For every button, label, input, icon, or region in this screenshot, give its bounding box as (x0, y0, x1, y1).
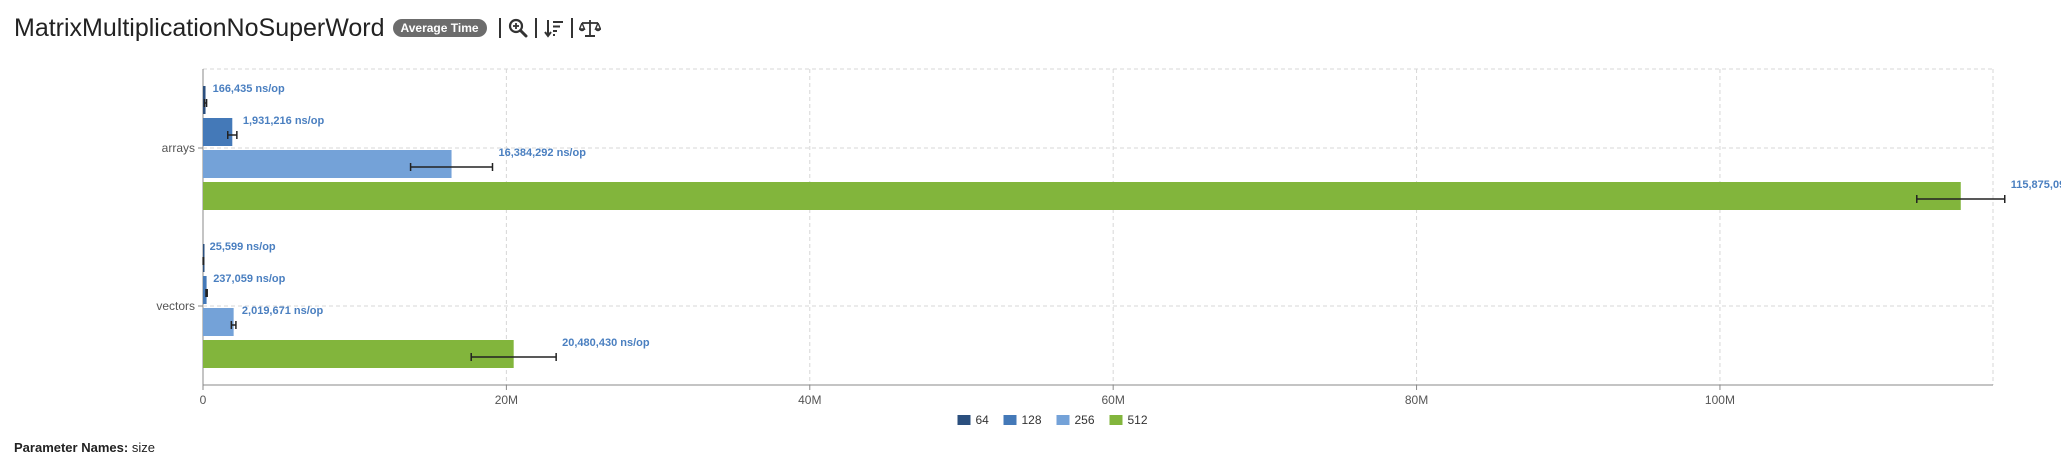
chart-title: MatrixMultiplicationNoSuperWord (14, 13, 385, 42)
toolbar-separator (534, 18, 537, 38)
x-tick-label: 60M (1101, 393, 1124, 407)
zoom-icon[interactable] (507, 17, 529, 39)
data-label-vectors-256: 2,019,671 ns/op (242, 305, 324, 317)
data-label-arrays-512: 115,875,092 ns/op (2011, 179, 2061, 191)
x-tick-label: 80M (1405, 393, 1428, 407)
x-tick-label: 20M (495, 393, 518, 407)
bar-chart: 0 20M 40M 60M 80M 100M arrays 166,435 ns/op 1,93… (156, 68, 2061, 427)
legend-swatch-256 (1056, 415, 1070, 425)
data-label-arrays-256: 16,384,292 ns/op (498, 147, 586, 159)
sort-icon[interactable] (543, 17, 565, 39)
data-label-vectors-128: 237,059 ns/op (213, 273, 285, 285)
legend-label-128: 128 (1022, 413, 1042, 427)
parameter-names-label: Parameter Names: (14, 440, 129, 455)
toolbar-separator (498, 18, 501, 38)
bar-arrays-256 (203, 150, 452, 178)
x-tick-label: 0 (200, 393, 207, 407)
chart-header: MatrixMultiplicationNoSuperWord Average … (14, 12, 601, 44)
balance-scale-icon[interactable] (578, 17, 601, 39)
x-tick-label: 100M (1705, 393, 1735, 407)
data-label-vectors-512: 20,480,430 ns/op (562, 337, 650, 349)
legend-swatch-64 (957, 415, 971, 425)
parameter-names-value: size (131, 440, 155, 455)
bar-vectors-512 (203, 340, 514, 368)
legend-label-256: 256 (1075, 413, 1095, 427)
toolbar-separator (570, 18, 573, 38)
data-label-arrays-64: 166,435 ns/op (213, 83, 285, 95)
bar-vectors-256 (203, 308, 234, 336)
parameter-names: Parameter Names: size (14, 440, 155, 455)
data-label-vectors-64: 25,599 ns/op (210, 241, 276, 253)
legend-swatch-128 (1003, 415, 1017, 425)
mode-badge: Average Time (392, 19, 487, 37)
category-label-arrays: arrays (162, 141, 195, 155)
legend-label-512: 512 (1128, 413, 1148, 427)
x-tick-label: 40M (798, 393, 821, 407)
data-label-arrays-128: 1,931,216 ns/op (243, 115, 325, 127)
bar-arrays-512 (203, 182, 1961, 210)
legend-swatch-512 (1109, 415, 1123, 425)
category-label-vectors: vectors (156, 299, 195, 313)
bar-vectors-128 (203, 276, 207, 304)
legend-label-64: 64 (976, 413, 990, 427)
